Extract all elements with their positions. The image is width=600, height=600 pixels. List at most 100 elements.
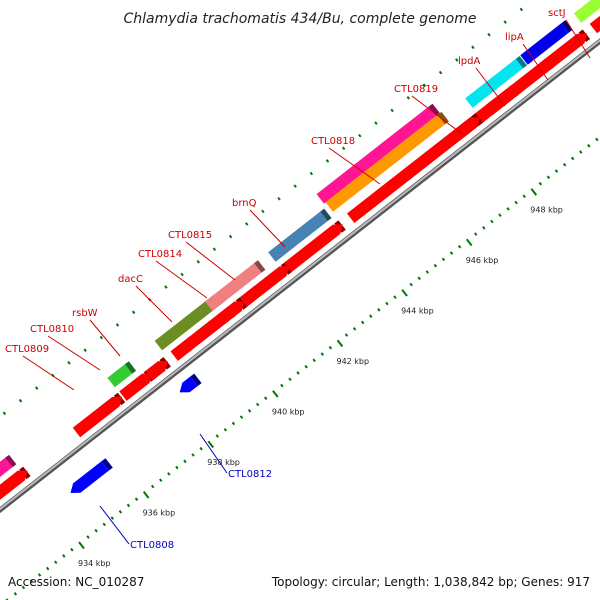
gene-block-ctl0809[interactable] [0, 454, 17, 508]
major-tick [78, 541, 85, 550]
cds-forward-12-top [589, 15, 600, 24]
major-tick [207, 440, 214, 449]
minor-tick [514, 200, 518, 205]
upper-tick [358, 133, 362, 138]
gene-block-sctj[interactable] [573, 0, 600, 23]
cds-reverse-ctl0812[interactable] [179, 373, 202, 393]
minor-tick [62, 554, 66, 558]
minor-tick [409, 282, 413, 287]
upper-tick [99, 335, 104, 340]
gene-label-ctl0810[interactable]: CTL0810 [30, 324, 101, 371]
cds-forward-12[interactable] [589, 0, 600, 34]
gene-label-sctj[interactable]: sctJ [548, 8, 591, 59]
minor-tick [37, 573, 42, 577]
gene-label-ctl0809[interactable]: CTL0809 [5, 344, 75, 391]
cds-forward-6-top [239, 262, 285, 298]
leader-line [22, 355, 75, 391]
cds-forward-0-face [0, 470, 28, 500]
gene-block-sctj-face [573, 0, 600, 23]
upper-tick [277, 196, 281, 201]
minor-tick [320, 352, 325, 356]
minor-tick [118, 509, 123, 514]
gene-label-brnq[interactable]: brnQ [232, 198, 286, 248]
gene-name: CTL0818 [311, 136, 355, 147]
gene-label-ctl0818[interactable]: CTL0818 [311, 136, 381, 185]
cds-forward-9-face [454, 117, 480, 140]
leader-line [565, 19, 591, 59]
genome-summary: Topology: circular; Length: 1,038,842 bp… [271, 575, 590, 589]
cds-forward-7[interactable] [284, 220, 346, 273]
upper-tick [438, 70, 443, 75]
gene-block-lpda[interactable] [465, 56, 527, 108]
gene-block-brnq-face [268, 211, 328, 262]
tick-label: 948 kbp [530, 205, 563, 214]
gene-block-rsbw[interactable] [107, 361, 137, 388]
gene-label-ctl0814[interactable]: CTL0814 [138, 249, 208, 299]
gene-block-ctl0818-a[interactable] [316, 103, 440, 204]
major-tick [142, 491, 150, 499]
gene-block-brnq[interactable] [268, 208, 332, 262]
minor-tick [150, 484, 155, 489]
gene-label-lipa[interactable]: lipA [505, 32, 549, 81]
minor-tick [296, 371, 300, 375]
upper-tick [293, 184, 297, 188]
cds-forward-9[interactable] [454, 113, 483, 140]
cds-forward-0[interactable] [0, 466, 31, 516]
tick-label: 942 kbp [336, 357, 369, 366]
minor-tick [280, 383, 284, 388]
upper-tick [164, 285, 168, 289]
minor-tick [102, 522, 106, 527]
gene-label-ctl0808[interactable]: CTL0808 [99, 505, 174, 551]
minor-tick [425, 270, 430, 274]
minor-tick [86, 535, 90, 539]
gene-block-ctl0818-b-face [325, 114, 445, 212]
cds-forward-12-face [589, 15, 600, 34]
minor-tick [449, 251, 454, 255]
leader-line [155, 260, 208, 299]
gene-label-dacc[interactable]: dacC [118, 274, 173, 323]
minor-tick [393, 295, 397, 300]
minor-tick [223, 427, 228, 432]
cds-forward-3-face [145, 361, 168, 381]
minor-tick [344, 333, 349, 337]
gene-name: CTL0812 [228, 469, 272, 480]
gene-block-ctl0815-side [254, 260, 266, 273]
upper-tick [34, 386, 39, 390]
cds-reverse-ctl0808[interactable] [70, 458, 113, 493]
gene-block-rsbw-face [107, 364, 133, 388]
gene-name: CTL0810 [30, 324, 74, 335]
gene-label-ctl0815[interactable]: CTL0815 [168, 230, 236, 281]
cds-forward-5-face [217, 301, 245, 324]
gene-label-rsbw[interactable]: rsbW [72, 308, 121, 357]
upper-tick [245, 222, 249, 226]
gene-label-lpda[interactable]: lpdA [458, 56, 506, 107]
minor-tick [21, 585, 26, 590]
minor-tick [199, 446, 203, 451]
minor-tick [29, 579, 34, 583]
gene-label-ctl0819[interactable]: CTL0819 [394, 84, 463, 135]
upper-tick [374, 121, 378, 125]
cds-forward-6-face [239, 266, 290, 307]
cds-forward-1[interactable] [72, 392, 126, 438]
minor-tick [595, 137, 599, 142]
leader-line [249, 209, 286, 248]
leader-line [99, 505, 130, 545]
cds-forward-5[interactable] [217, 297, 248, 324]
gene-labels: CTL0809 CTL0810 rsbW dacC CTL0814 CTL0815 brnQ… [5, 8, 591, 551]
tick-label: 938 kbp [207, 458, 240, 467]
gene-block-lipa[interactable] [520, 20, 573, 65]
cds-forward-3[interactable] [145, 357, 171, 381]
cds-forward-6[interactable] [239, 262, 293, 307]
gene-label-ctl0812[interactable]: CTL0812 [199, 433, 272, 480]
minor-tick [247, 409, 252, 413]
minor-tick [239, 415, 244, 419]
minor-tick [385, 301, 389, 306]
minor-tick [215, 434, 219, 438]
cds-forward-11[interactable] [539, 29, 591, 73]
minor-tick [441, 257, 446, 262]
upper-tick [228, 234, 233, 239]
gene-block-ctl0815[interactable] [205, 260, 266, 311]
minor-tick [264, 396, 268, 400]
